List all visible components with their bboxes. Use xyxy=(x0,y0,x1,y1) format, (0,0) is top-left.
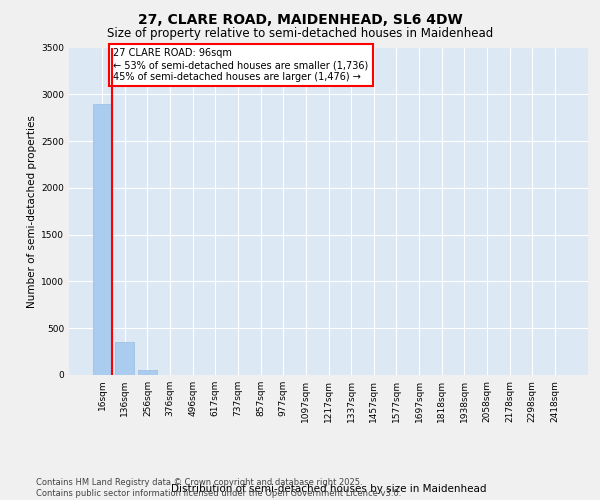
Bar xyxy=(138,370,157,375)
Text: Size of property relative to semi-detached houses in Maidenhead: Size of property relative to semi-detach… xyxy=(107,28,493,40)
Bar xyxy=(115,342,134,375)
Text: 27 CLARE ROAD: 96sqm
← 53% of semi-detached houses are smaller (1,736)
45% of se: 27 CLARE ROAD: 96sqm ← 53% of semi-detac… xyxy=(113,48,368,82)
Text: 27, CLARE ROAD, MAIDENHEAD, SL6 4DW: 27, CLARE ROAD, MAIDENHEAD, SL6 4DW xyxy=(137,12,463,26)
Bar xyxy=(92,104,112,375)
Text: Contains HM Land Registry data © Crown copyright and database right 2025.
Contai: Contains HM Land Registry data © Crown c… xyxy=(36,478,401,498)
Y-axis label: Number of semi-detached properties: Number of semi-detached properties xyxy=(27,115,37,308)
X-axis label: Distribution of semi-detached houses by size in Maidenhead: Distribution of semi-detached houses by … xyxy=(171,484,486,494)
